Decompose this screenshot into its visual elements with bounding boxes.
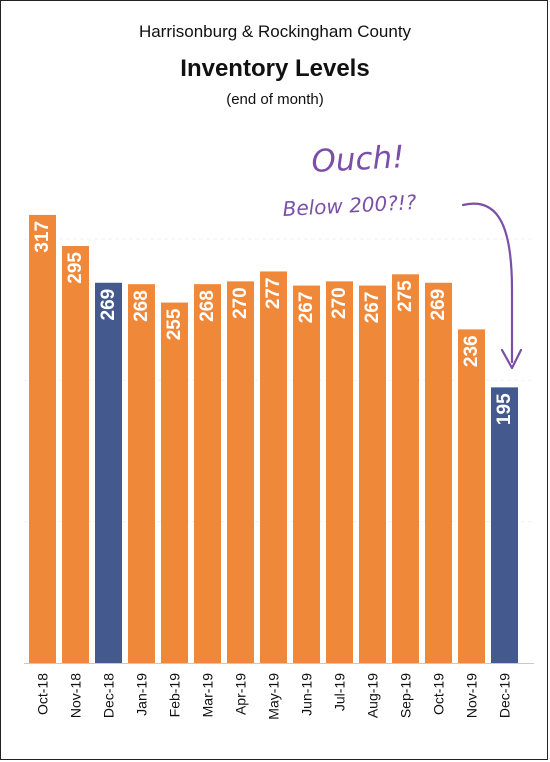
- x-tick-nov-19: Nov-19: [464, 673, 480, 718]
- x-tick-jun-19: Jun-19: [299, 673, 315, 716]
- x-tick-oct-18: Oct-18: [35, 673, 51, 715]
- x-tick-mar-19: Mar-19: [200, 673, 216, 718]
- bar-oct-18: [29, 214, 56, 664]
- annotation-line1: Ouch!: [311, 139, 406, 180]
- x-tick-oct-19: Oct-19: [431, 673, 447, 715]
- bar-feb-19: [161, 302, 188, 663]
- annotation-arrowhead: [500, 348, 523, 370]
- value-label-oct-18: 317: [32, 221, 53, 253]
- x-tick-nov-18: Nov-18: [68, 673, 84, 718]
- x-tick-may-19: May-19: [266, 673, 282, 720]
- chart-title: Inventory Levels: [180, 55, 370, 82]
- value-label-nov-19: 236: [461, 335, 482, 367]
- value-label-may-19: 277: [263, 277, 284, 309]
- annotation: Ouch! Below 200?!?: [282, 139, 523, 370]
- bar-jun-19: [293, 285, 320, 663]
- value-label-aug-19: 267: [362, 292, 383, 324]
- bar-aug-19: [359, 285, 386, 663]
- value-label-oct-19: 269: [428, 289, 449, 321]
- value-label-mar-19: 268: [197, 290, 218, 322]
- x-tick-labels: Oct-18 Nov-18 Dec-18 Jan-19 Feb-19 Mar-19 Apr-…: [35, 673, 513, 720]
- bar-sep-19: [392, 274, 419, 663]
- bar-mar-19: [194, 284, 221, 663]
- bar-jan-19: [128, 284, 155, 663]
- value-label-jul-19: 270: [329, 287, 350, 319]
- annotation-line2: Below 200?!?: [282, 190, 417, 221]
- value-label-sep-19: 275: [395, 280, 416, 312]
- value-label-jan-19: 268: [131, 290, 152, 322]
- x-tick-feb-19: Feb-19: [167, 673, 183, 718]
- x-tick-apr-19: Apr-19: [233, 673, 249, 715]
- value-label-dec-19: 195: [494, 393, 515, 425]
- value-label-nov-18: 295: [65, 252, 86, 284]
- bars: [29, 214, 518, 664]
- x-tick-aug-19: Aug-19: [365, 673, 381, 718]
- bar-nov-18: [62, 246, 89, 663]
- chart-subtitle: (end of month): [226, 91, 324, 108]
- bar-dec-19: [491, 387, 518, 663]
- x-tick-jan-19: Jan-19: [134, 673, 150, 716]
- bar-may-19: [260, 271, 287, 663]
- value-label-feb-19: 255: [164, 308, 185, 340]
- value-label-dec-18: 269: [98, 289, 119, 321]
- x-tick-jul-19: Jul-19: [332, 673, 348, 711]
- x-tick-dec-19: Dec-19: [497, 673, 513, 718]
- x-tick-sep-19: Sep-19: [398, 673, 414, 718]
- bar-apr-19: [227, 281, 254, 663]
- x-tick-dec-18: Dec-18: [101, 673, 117, 718]
- value-label-jun-19: 267: [296, 292, 317, 324]
- bar-dec-18: [95, 282, 122, 663]
- annotation-arrow: [461, 202, 514, 364]
- value-label-apr-19: 270: [230, 287, 251, 319]
- chart-header-line: Harrisonburg & Rockingham County: [138, 22, 412, 41]
- value-labels: 317 295 269 268 255 268 270 277 267 270 267 275 269 2…: [32, 221, 515, 425]
- bar-nov-19: [458, 329, 485, 663]
- bar-oct-19: [425, 282, 452, 663]
- bar-jul-19: [326, 281, 353, 663]
